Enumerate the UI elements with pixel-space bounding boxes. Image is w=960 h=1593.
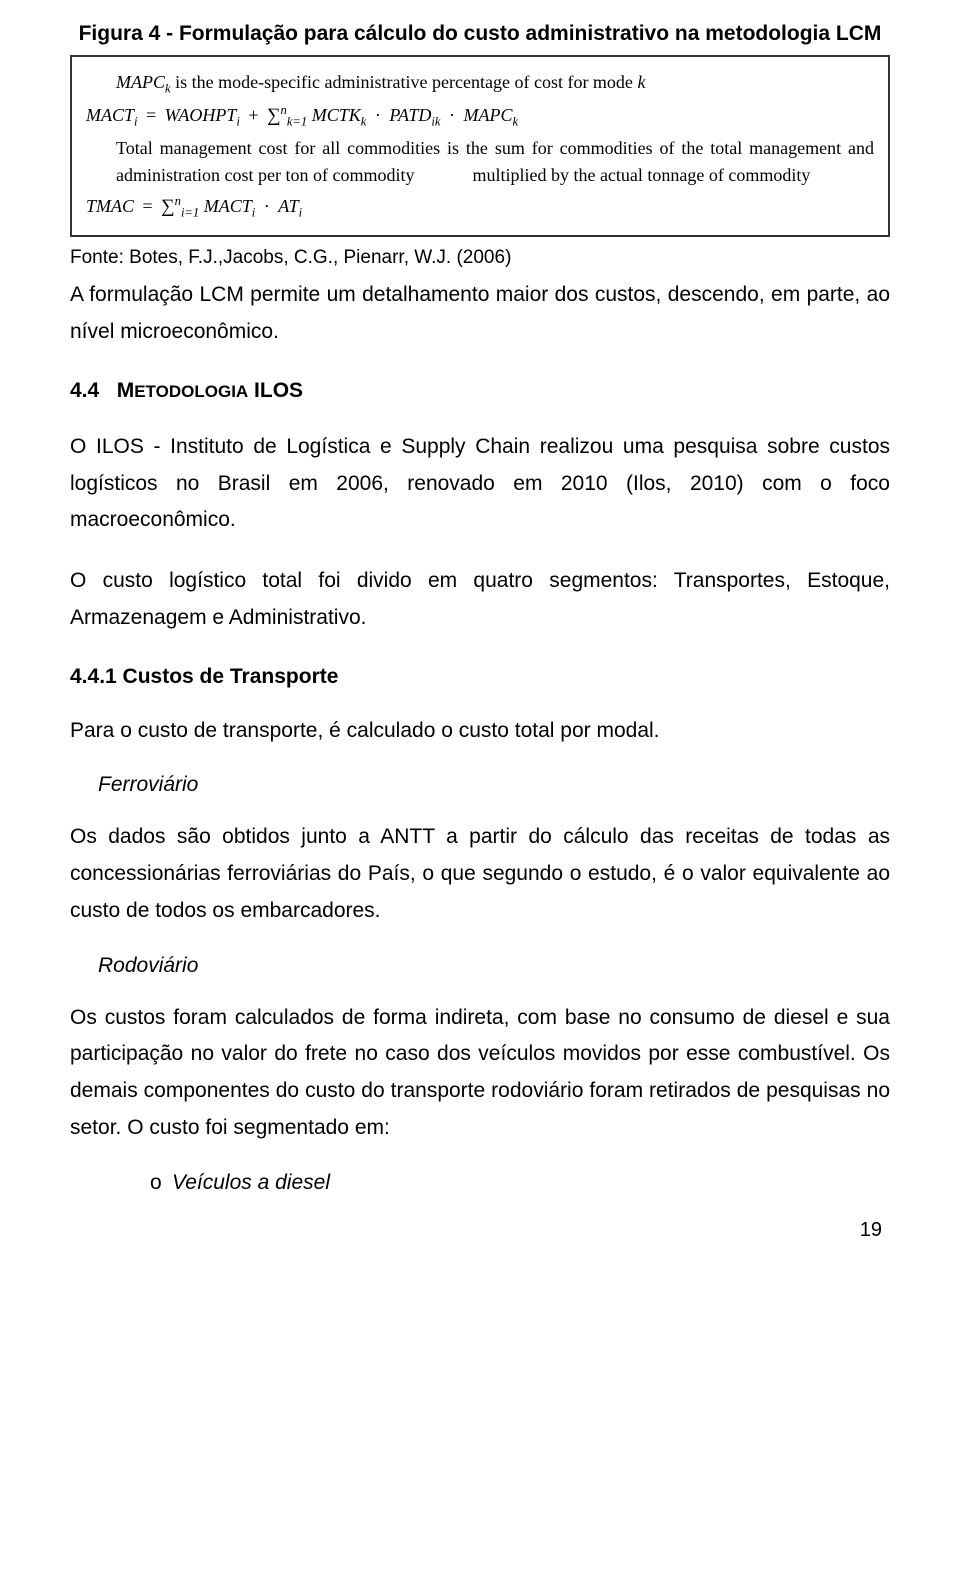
eq2-at-sub: i <box>299 206 303 220</box>
list-item-1: oVeículos a diesel <box>150 1171 890 1195</box>
eq2-lhs: TMAC <box>86 196 134 216</box>
h2-number: 4.4 <box>70 379 99 402</box>
heading-4-4: 4.4 METODOLOGIA ILOS <box>70 379 890 403</box>
paragraph-1: A formulação LCM permite um detalhamento… <box>70 277 890 351</box>
figure-source: Fonte: Botes, F.J.,Jacobs, C.G., Pienarr… <box>70 247 890 269</box>
equation-2: TMAC = ∑ni=1 MACTi · ATi <box>86 192 874 223</box>
heading-4-4-1: 4.4.1 Custos de Transporte <box>70 665 890 689</box>
eq1-patd: PATD <box>389 105 431 125</box>
eq1-mapc-sub: k <box>512 115 518 129</box>
subhead-rodoviario: Rodoviário <box>98 954 890 978</box>
paragraph-6: Os custos foram calculados de forma indi… <box>70 1000 890 1147</box>
desc-text-1: is the mode-specific administrative perc… <box>171 72 638 92</box>
eq1-mapc: MAPC <box>463 105 512 125</box>
formula-desc-2: Total management cost for all commoditie… <box>116 135 874 191</box>
h2-cap: M <box>117 379 135 402</box>
sum-lower: k=1 <box>287 115 307 129</box>
eq1-lhs-sub: i <box>134 115 138 129</box>
sigma-icon: ∑ <box>267 105 280 126</box>
list-text: Veículos a diesel <box>172 1171 330 1194</box>
paragraph-4: Para o custo de transporte, é calculado … <box>70 713 890 750</box>
eq2-at: AT <box>278 196 298 216</box>
eq1-lhs: MACT <box>86 105 134 125</box>
paragraph-3: O custo logístico total foi divido em qu… <box>70 563 890 637</box>
h2-ilos: ILOS <box>248 379 303 402</box>
term-k: k <box>637 72 645 92</box>
eq1-mctk: MCTK <box>307 105 361 125</box>
eq2-mact: MACT <box>199 196 252 216</box>
paragraph-2: O ILOS - Instituto de Logística e Supply… <box>70 429 890 539</box>
h2-smallcaps: ETODOLOGIA <box>134 382 248 401</box>
plus-sign: + <box>240 105 267 125</box>
sum2-lower: i=1 <box>181 206 199 220</box>
document-page: Figura 4 - Formulação para cálculo do cu… <box>0 0 960 1262</box>
subhead-ferroviario: Ferroviário <box>98 773 890 797</box>
equation-1: MACTi = WAOHPTi + ∑nk=1 MCTKk · PATDik ·… <box>86 101 874 132</box>
figure-title: Figura 4 - Formulação para cálculo do cu… <box>70 20 890 47</box>
sigma-icon-2: ∑ <box>161 196 174 217</box>
formula-desc-1: MAPC k is the mode-specific administrativ… <box>116 69 874 99</box>
eq2-eq-sign: = <box>134 196 161 216</box>
eq2-dot: · <box>255 196 278 216</box>
term-mapc: MAPC <box>116 72 165 92</box>
eq-sign: = <box>138 105 165 125</box>
dot-1: · <box>366 105 389 125</box>
desc-2b: multiplied by the actual tonnage of comm… <box>472 165 810 185</box>
dot-2: · <box>440 105 463 125</box>
paragraph-5: Os dados são obtidos junto a ANTT a part… <box>70 819 890 929</box>
page-number: 19 <box>70 1219 890 1242</box>
formula-box: MAPCk is the mode-specific administrativ… <box>70 55 890 237</box>
eq1-waohpt: WAOHPT <box>165 105 237 125</box>
list-marker: o <box>150 1171 172 1195</box>
